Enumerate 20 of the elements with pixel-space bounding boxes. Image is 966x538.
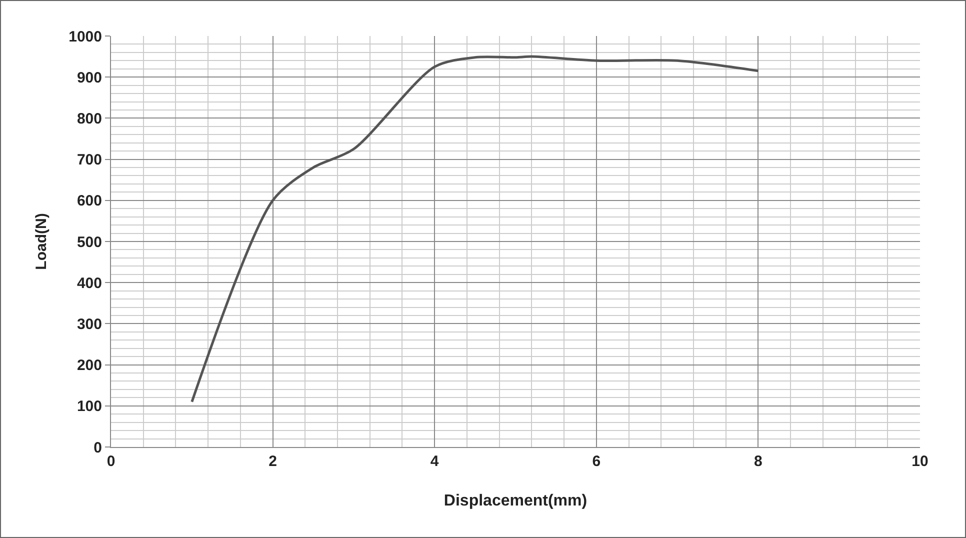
x-tick-label: 0 (106, 453, 116, 470)
x-tick-label: 10 (912, 453, 928, 470)
y-axis-title: Load(N) (32, 213, 50, 270)
y-tick-label: 500 (76, 234, 102, 251)
y-tick-label: 100 (76, 398, 102, 416)
y-tick-label: 700 (76, 152, 102, 169)
y-tick-label: 300 (76, 316, 102, 333)
y-tick-label: 900 (76, 69, 102, 86)
x-tick-label: 2 (268, 453, 277, 470)
y-tick-label: 0 (94, 439, 102, 456)
y-tick-label: 600 (76, 192, 102, 210)
line-series (190, 55, 760, 404)
y-tick-label: 200 (76, 357, 102, 374)
x-tick-label: 4 (430, 453, 440, 470)
x-axis-title: Displacement(mm) (444, 492, 588, 510)
y-tick-label: 1000 (68, 28, 102, 46)
x-tick-label: 8 (754, 453, 762, 470)
y-tick-label: 400 (76, 274, 102, 292)
y-tick-label: 800 (76, 110, 102, 128)
x-tick-label: 6 (592, 453, 601, 470)
